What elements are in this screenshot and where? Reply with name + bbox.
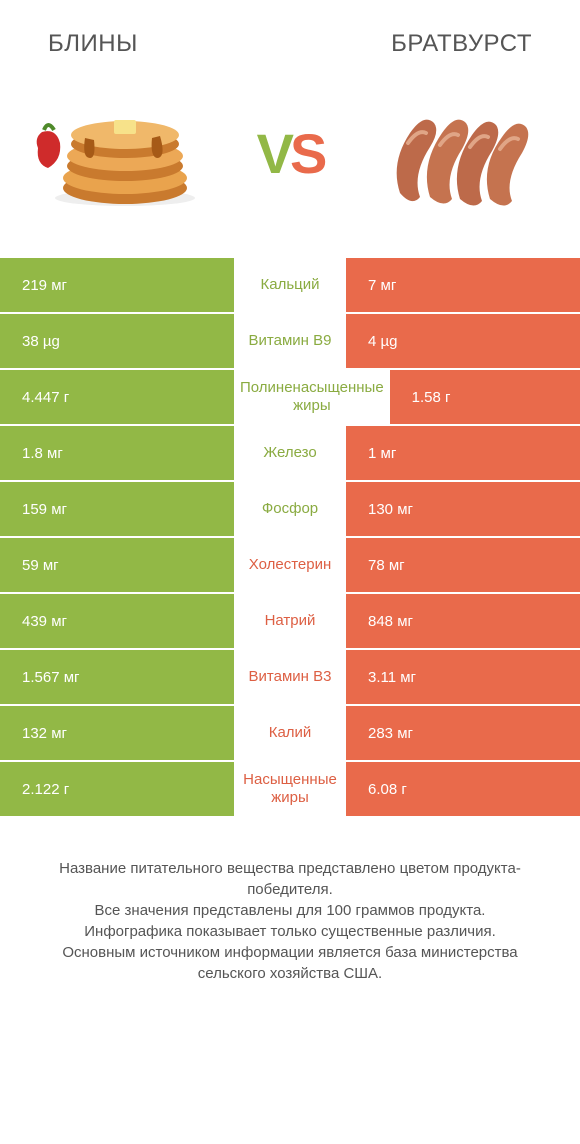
left-value: 4.447 г	[0, 370, 234, 424]
left-value: 38 µg	[0, 314, 234, 368]
left-value: 1.8 мг	[0, 426, 234, 480]
left-value: 2.122 г	[0, 762, 234, 816]
nutrient-table: 219 мгКальций7 мг38 µgВитамин B94 µg4.44…	[0, 258, 580, 818]
left-value: 219 мг	[0, 258, 234, 312]
left-value: 159 мг	[0, 482, 234, 536]
footer-notes: Название питательного вещества представл…	[0, 818, 580, 1004]
left-value: 439 мг	[0, 594, 234, 648]
footer-line: Основным источником информации является …	[28, 942, 552, 984]
right-value: 130 мг	[346, 482, 580, 536]
vs-s: S	[290, 121, 323, 186]
right-value: 4 µg	[346, 314, 580, 368]
nutrient-label: Витамин B3	[234, 650, 346, 704]
table-row: 219 мгКальций7 мг	[0, 258, 580, 312]
footer-line: Все значения представлены для 100 граммо…	[28, 900, 552, 921]
nutrient-label: Полиненасыщенные жиры	[234, 370, 390, 424]
footer-line: Название питательного вещества представл…	[28, 858, 552, 900]
nutrient-label: Кальций	[234, 258, 346, 312]
footer-line: Инфографика показывает только существенн…	[28, 921, 552, 942]
nutrient-label: Калий	[234, 706, 346, 760]
right-value: 848 мг	[346, 594, 580, 648]
table-row: 59 мгХолестерин78 мг	[0, 538, 580, 592]
nutrient-label: Натрий	[234, 594, 346, 648]
table-row: 1.567 мгВитамин B33.11 мг	[0, 650, 580, 704]
pancakes-image	[30, 88, 210, 218]
table-row: 132 мгКалий283 мг	[0, 706, 580, 760]
right-value: 3.11 мг	[346, 650, 580, 704]
right-value: 1 мг	[346, 426, 580, 480]
nutrient-label: Железо	[234, 426, 346, 480]
header: БЛИНЫ БРАТВУРСТ	[0, 0, 580, 68]
nutrient-label: Фосфор	[234, 482, 346, 536]
table-row: 38 µgВитамин B94 µg	[0, 314, 580, 368]
vs-label: VS	[257, 121, 324, 186]
left-title: БЛИНЫ	[48, 30, 138, 58]
left-value: 1.567 мг	[0, 650, 234, 704]
hero: VS	[0, 68, 580, 258]
nutrient-label: Витамин B9	[234, 314, 346, 368]
nutrient-label: Холестерин	[234, 538, 346, 592]
left-value: 59 мг	[0, 538, 234, 592]
left-value: 132 мг	[0, 706, 234, 760]
right-value: 7 мг	[346, 258, 580, 312]
table-row: 159 мгФосфор130 мг	[0, 482, 580, 536]
table-row: 2.122 гНасыщенные жиры6.08 г	[0, 762, 580, 816]
bratwurst-image	[370, 88, 550, 218]
right-value: 1.58 г	[390, 370, 580, 424]
table-row: 4.447 гПолиненасыщенные жиры1.58 г	[0, 370, 580, 424]
right-title: БРАТВУРСТ	[391, 30, 532, 58]
comparison-infographic: БЛИНЫ БРАТВУРСТ	[0, 0, 580, 1144]
right-value: 283 мг	[346, 706, 580, 760]
table-row: 1.8 мгЖелезо1 мг	[0, 426, 580, 480]
right-value: 78 мг	[346, 538, 580, 592]
right-value: 6.08 г	[346, 762, 580, 816]
nutrient-label: Насыщенные жиры	[234, 762, 346, 816]
table-row: 439 мгНатрий848 мг	[0, 594, 580, 648]
vs-v: V	[257, 121, 290, 186]
